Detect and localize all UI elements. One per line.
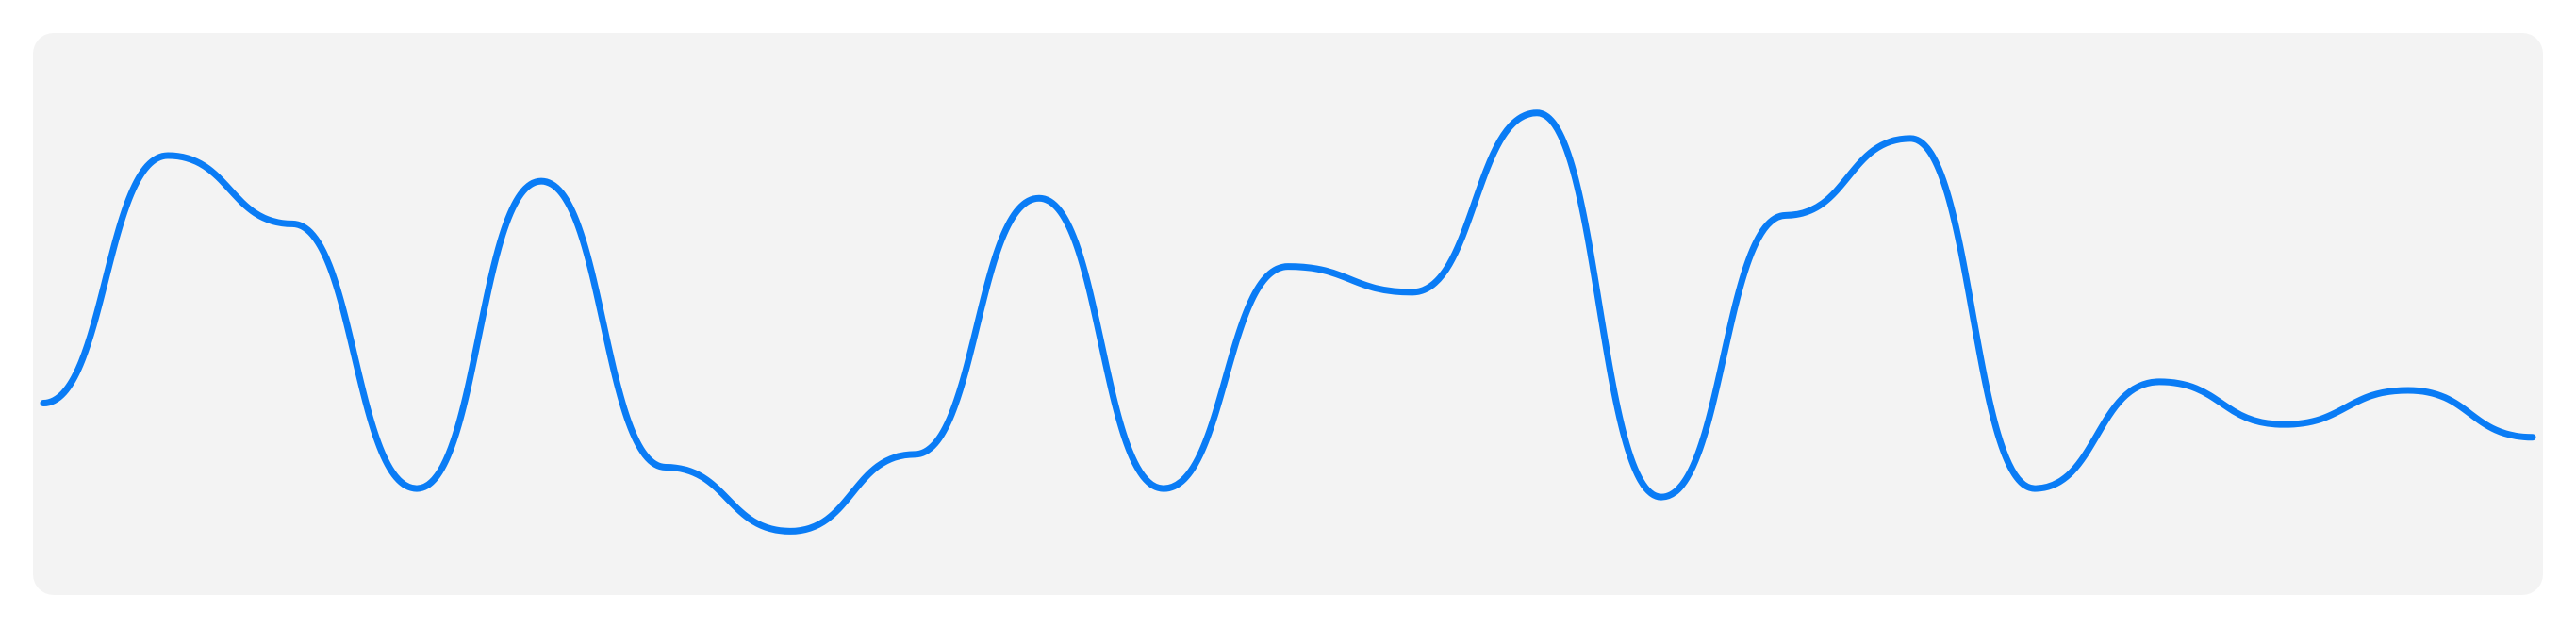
line [40,109,2536,535]
card [33,33,2543,595]
